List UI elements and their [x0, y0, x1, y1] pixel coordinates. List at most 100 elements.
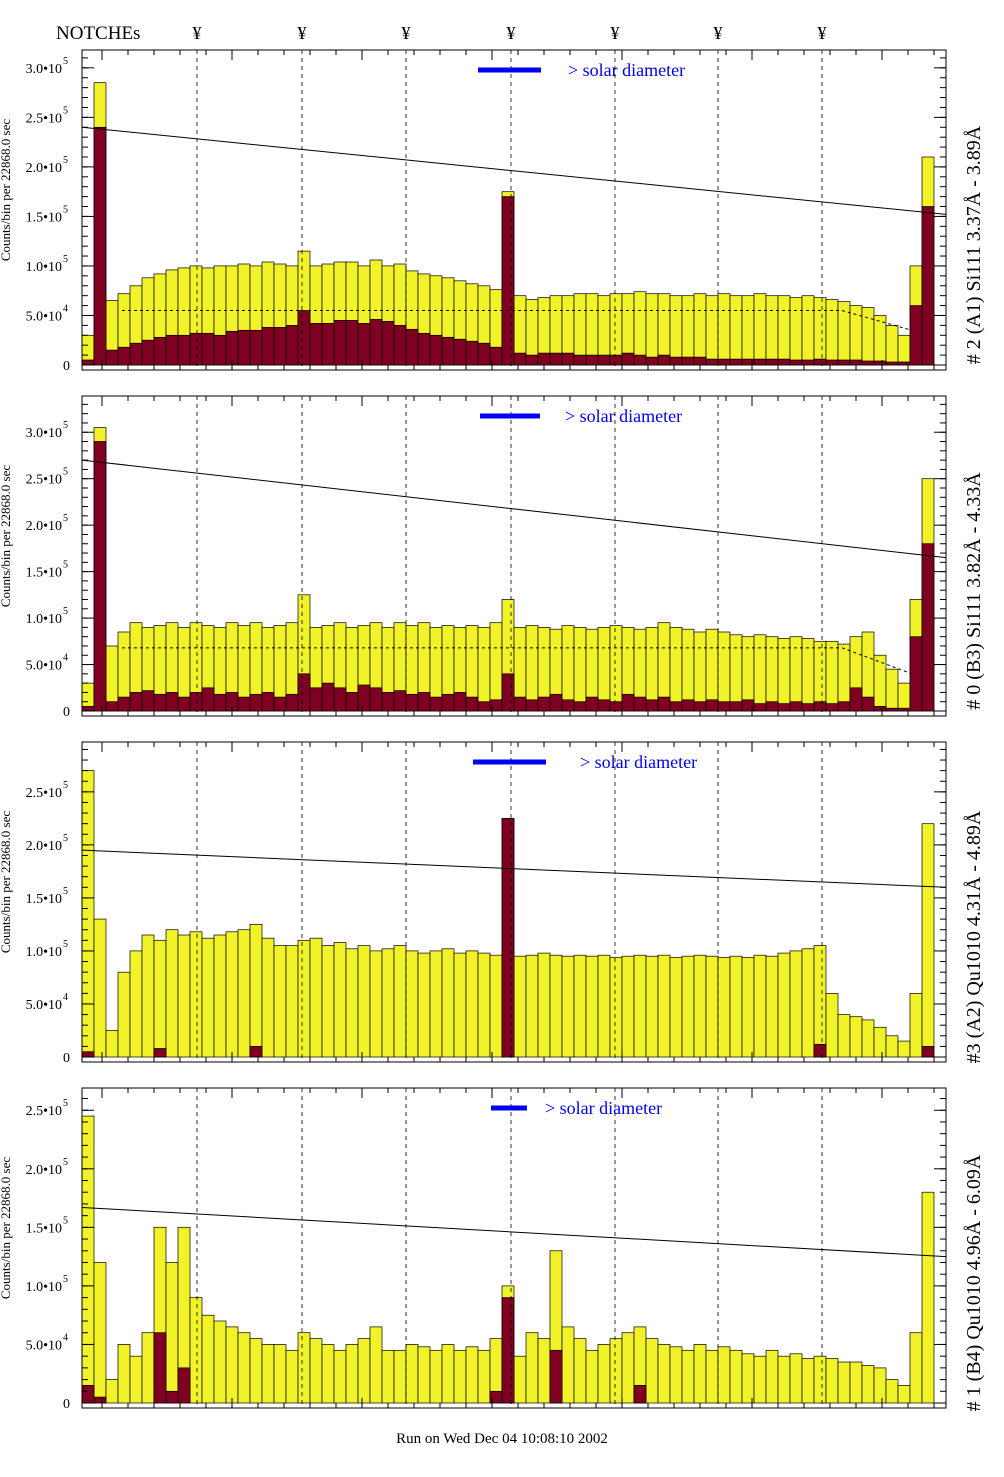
- histogram-bar-subset: [837, 701, 851, 712]
- y-tick-exponent: 5: [63, 833, 68, 844]
- histogram-bar-total: [561, 955, 575, 1058]
- histogram-bar-total: [261, 1344, 275, 1404]
- y-tick-exponent: 5: [63, 105, 68, 116]
- histogram-bar-subset: [765, 701, 779, 712]
- histogram-bar-total: [357, 1338, 371, 1404]
- histogram-bar-subset: [153, 336, 167, 366]
- histogram-bar-total: [93, 918, 107, 1058]
- panel-1: 05.0•1041.0•1051.5•1052.0•1052.5•1053.0•…: [0, 395, 985, 720]
- histogram-bar-total: [213, 934, 227, 1058]
- histogram-bar-total: [765, 295, 779, 366]
- y-tick-label: 5.0•10: [26, 659, 62, 674]
- histogram-bar-total: [549, 954, 563, 1058]
- histogram-bar-subset: [153, 1048, 167, 1058]
- histogram-bar-total: [429, 1349, 443, 1404]
- histogram-bar-subset: [381, 692, 395, 712]
- histogram-bar-subset: [573, 354, 587, 366]
- histogram-bar-subset: [801, 703, 815, 712]
- histogram-bar-total: [453, 952, 467, 1058]
- histogram-bar-total: [225, 1326, 239, 1404]
- notch-marker: ¥: [402, 23, 411, 43]
- y-tick-label: 2.5•10: [26, 786, 62, 801]
- y-tick-label: 0: [63, 1051, 70, 1066]
- histogram-bar-subset: [237, 329, 251, 366]
- histogram-bar-total: [897, 682, 911, 712]
- histogram-bar-subset: [429, 334, 443, 366]
- histogram-bar-subset: [273, 696, 287, 712]
- histogram-bar-subset: [285, 693, 299, 712]
- histogram-bar-total: [681, 295, 695, 366]
- histogram-bar-total: [789, 950, 803, 1058]
- histogram-bar-subset: [261, 692, 275, 712]
- histogram-bar-total: [369, 950, 383, 1058]
- plot-frame: [81, 395, 947, 717]
- solar-diameter-label: > solar diameter: [580, 752, 697, 772]
- histogram-bar-total: [465, 950, 479, 1058]
- histogram-bar-subset: [321, 323, 335, 366]
- histogram-bar-subset: [537, 696, 551, 712]
- fit-line: [81, 459, 947, 559]
- histogram-bar-subset: [177, 696, 191, 712]
- histogram-bar-total: [597, 1344, 611, 1404]
- histogram-bar-total: [849, 1361, 863, 1404]
- solar-diameter-label: > solar diameter: [565, 406, 682, 426]
- histogram-bar-subset: [633, 354, 647, 366]
- histogram-bar-total: [693, 954, 707, 1058]
- y-tick-exponent: 5: [63, 1215, 68, 1226]
- histogram-bar-subset: [621, 352, 635, 366]
- panel-title: # 1 (B4) Qu1010 4.96Å - 6.09Å: [963, 1154, 985, 1411]
- histogram-bar-total: [285, 945, 299, 1058]
- histogram-bar-subset: [609, 354, 623, 366]
- y-tick-label: 1.0•10: [26, 945, 62, 960]
- histogram-bar-subset: [849, 359, 863, 366]
- histogram-bar-total: [717, 631, 731, 712]
- y-tick-exponent: 5: [63, 1274, 68, 1285]
- histogram-bar-subset: [501, 196, 515, 366]
- histogram-bar-subset: [417, 692, 431, 712]
- histogram-bar-total: [129, 950, 143, 1058]
- histogram-bar-total: [621, 1332, 635, 1404]
- histogram-bar-subset: [117, 696, 131, 712]
- histogram-bar-total: [393, 1349, 407, 1404]
- y-tick-label: 2.5•10: [26, 473, 62, 488]
- histogram-bar-subset: [141, 339, 155, 366]
- histogram-bar-total: [585, 955, 599, 1058]
- background-level-line: [122, 310, 913, 331]
- histogram-bar-total: [117, 971, 131, 1058]
- histogram-bar-subset: [753, 703, 767, 712]
- panel-0: 05.0•1041.0•1051.5•1052.0•1052.5•1053.0•…: [0, 49, 985, 374]
- histogram-bar-subset: [897, 707, 911, 712]
- histogram-bar-total: [873, 654, 887, 712]
- histogram-bar-subset: [921, 543, 935, 712]
- histogram-bar-total: [129, 1355, 143, 1404]
- histogram-bar-total: [153, 939, 167, 1058]
- histogram-bar-subset: [441, 336, 455, 366]
- solar-diameter-label: > solar diameter: [545, 1098, 662, 1118]
- histogram-bar-subset: [81, 706, 95, 712]
- histogram-bar-total: [909, 1332, 923, 1404]
- histogram-bar-total: [753, 1355, 767, 1404]
- y-tick-exponent: 4: [63, 303, 68, 314]
- histogram-bar-total: [777, 1355, 791, 1404]
- histogram-bar-total: [441, 1344, 455, 1404]
- y-tick-label: 5.0•10: [26, 998, 62, 1013]
- histogram-bar-total: [609, 1338, 623, 1404]
- y-tick-label: 5.0•10: [26, 309, 62, 324]
- histogram-bar-subset: [453, 692, 467, 712]
- histogram-bar-total: [309, 1338, 323, 1404]
- histogram-bar-total: [537, 952, 551, 1058]
- histogram-bar-subset: [225, 330, 239, 366]
- histogram-bar-total: [801, 638, 815, 712]
- y-tick-label: 2.5•10: [26, 111, 62, 126]
- histogram-bar-subset: [357, 323, 371, 366]
- histogram-bar-total: [885, 1379, 899, 1404]
- histogram-bar-subset: [873, 706, 887, 712]
- histogram-bar-total: [165, 1262, 179, 1404]
- histogram-bar-subset: [345, 692, 359, 712]
- histogram-bar-subset: [801, 359, 815, 366]
- y-tick-label: 0: [63, 359, 70, 374]
- histogram-bar-total: [717, 1346, 731, 1404]
- histogram-bar-total: [225, 931, 239, 1058]
- histogram-bar-total: [813, 297, 827, 366]
